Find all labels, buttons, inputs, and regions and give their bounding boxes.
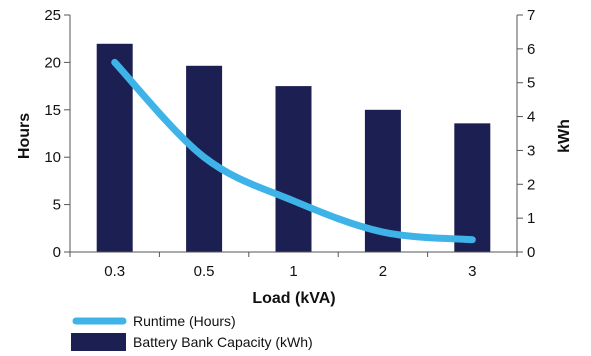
x-tick-label: 0.5 (194, 263, 215, 280)
legend-capacity-swatch (71, 333, 126, 351)
runtime-line (111, 58, 476, 244)
y2-axis-title: kWh (556, 119, 573, 153)
y-tick-label: 25 (44, 7, 61, 24)
bar-1 (275, 86, 312, 252)
y2-tick-label: 3 (527, 142, 535, 159)
right-ticks-group: 0 1 2 3 4 5 6 7 (517, 7, 535, 261)
y2-tick-label: 7 (527, 7, 535, 24)
y2-tick-label: 4 (527, 109, 535, 126)
y-tick-label: 10 (44, 149, 61, 166)
y-tick-label: 20 (44, 54, 61, 71)
bars-group (96, 43, 491, 253)
y-tick-label: 0 (53, 244, 61, 261)
y2-tick-label: 6 (527, 41, 535, 58)
legend: Runtime (Hours) Battery Bank Capacity (k… (71, 313, 313, 351)
left-ticks-group: 0 5 10 15 20 25 (44, 7, 70, 261)
x-tick-label: 1 (289, 263, 297, 280)
y2-tick-label: 0 (527, 244, 535, 261)
y2-tick-label: 5 (527, 75, 535, 92)
x-tick-label: 0.3 (104, 263, 125, 280)
x-tick-label: 2 (379, 263, 387, 280)
y-tick-label: 5 (53, 197, 61, 214)
y2-tick-label: 2 (527, 176, 535, 193)
legend-capacity-label: Battery Bank Capacity (kWh) (133, 334, 313, 350)
y-axis-title: Hours (16, 113, 33, 159)
bar-3 (454, 123, 491, 252)
legend-runtime-label: Runtime (Hours) (133, 313, 236, 329)
x-axis-title: Load (kVA) (252, 290, 335, 307)
y2-tick-label: 1 (527, 210, 535, 227)
x-tick-label: 3 (468, 263, 476, 280)
x-ticks-group: 0.3 0.5 1 2 3 (69, 252, 518, 280)
y-tick-label: 15 (44, 102, 61, 119)
